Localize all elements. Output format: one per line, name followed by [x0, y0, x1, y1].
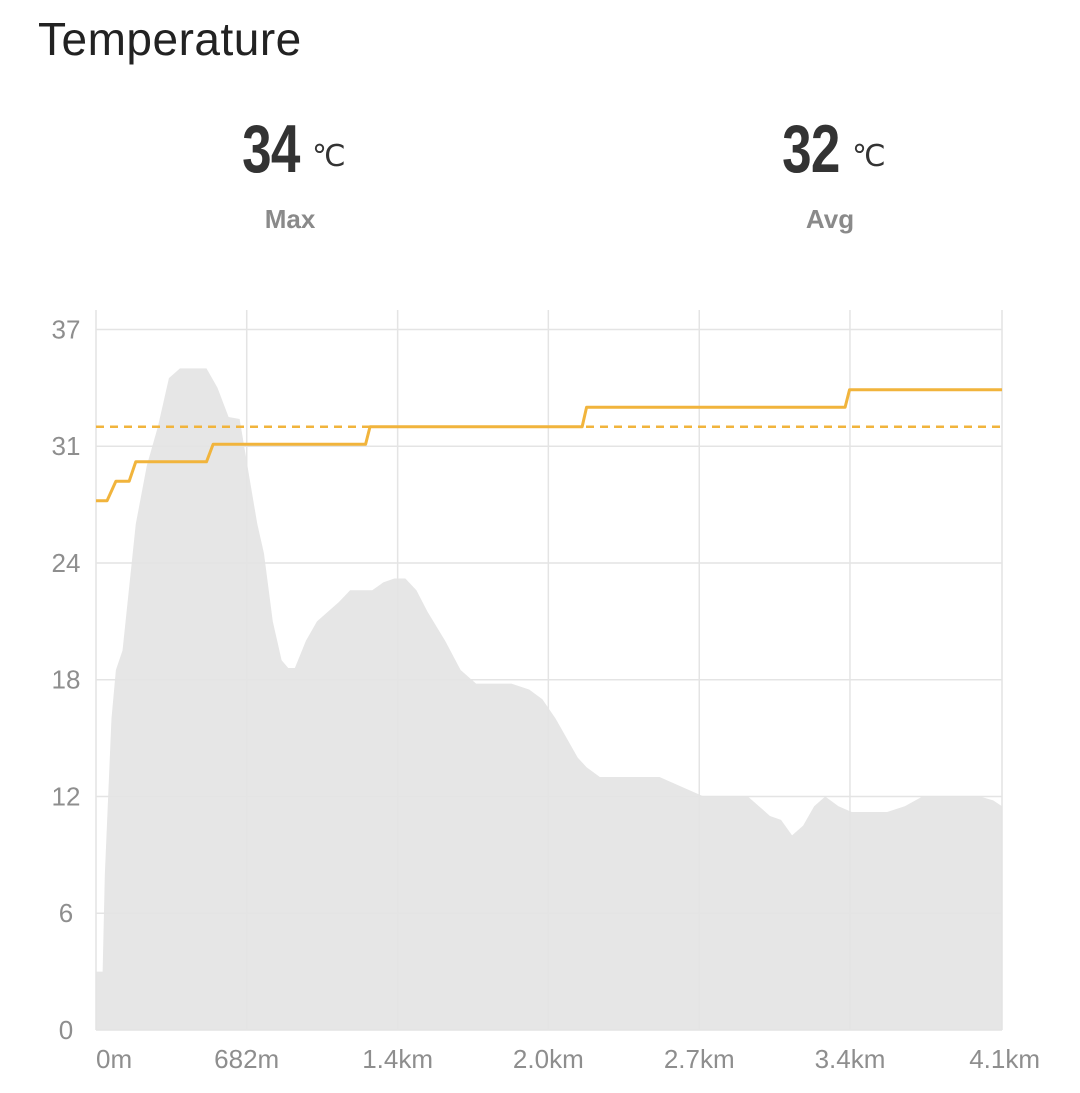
page-title: Temperature: [38, 13, 302, 65]
x-tick-label: 2.7km: [664, 1044, 735, 1074]
avg-value: 32: [782, 111, 840, 187]
y-tick-label: 0: [59, 1015, 73, 1045]
temperature-chart: 0 6 12 18 24 31 37 0m 682m 1.4km 2.0km 2.7km 3.4km 4.…: [52, 310, 1040, 1074]
y-tick-label: 31: [52, 431, 81, 461]
max-stat: 34 ℃ Max: [140, 110, 440, 235]
avg-unit: ℃: [851, 140, 886, 173]
max-label: Max: [264, 204, 316, 234]
y-tick-label: 12: [52, 781, 81, 811]
x-tick-label: 4.1km: [969, 1044, 1040, 1074]
x-tick-label: 3.4km: [815, 1044, 886, 1074]
x-tick-label: 682m: [214, 1044, 279, 1074]
x-tick-label: 1.4km: [362, 1044, 433, 1074]
avg-label: Avg: [805, 204, 855, 234]
y-tick-label: 24: [52, 548, 81, 578]
max-value: 34: [242, 111, 300, 187]
max-unit: ℃: [311, 140, 346, 173]
avg-stat: 32 ℃ Avg: [680, 110, 980, 235]
y-tick-label: 37: [52, 314, 81, 344]
x-tick-label: 2.0km: [513, 1044, 584, 1074]
x-tick-label: 0m: [96, 1044, 132, 1074]
y-tick-label: 6: [59, 898, 73, 928]
elevation-area: [96, 368, 1002, 1030]
y-tick-label: 18: [52, 665, 81, 695]
temperature-line: [96, 388, 1002, 503]
